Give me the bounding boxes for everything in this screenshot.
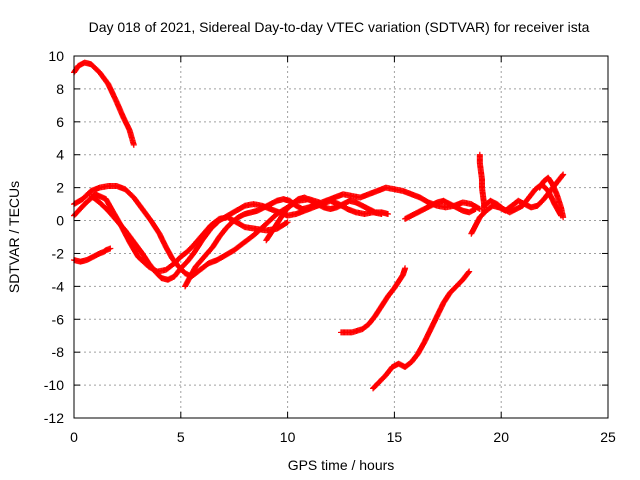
x-tick-label: 25: [600, 429, 616, 445]
x-tick-label: 5: [177, 429, 185, 445]
y-tick-label: 2: [56, 180, 64, 196]
y-tick-label: -8: [52, 344, 65, 360]
y-tick-label: -12: [44, 410, 64, 426]
data-point: [560, 171, 567, 178]
data-point: [465, 269, 472, 276]
y-tick-label: -4: [52, 278, 65, 294]
data-point: [402, 265, 409, 272]
series-arc-14: [536, 174, 567, 221]
x-tick-label: 10: [280, 429, 296, 445]
series-arc-6: [182, 184, 483, 290]
y-tick-label: 6: [56, 114, 64, 130]
series-arc-7: [263, 194, 391, 244]
x-tick-label: 15: [387, 429, 403, 445]
y-tick-label: 10: [48, 48, 64, 64]
data-point: [107, 245, 114, 252]
y-tick-label: 8: [56, 81, 64, 97]
plot-frame: [73, 55, 609, 419]
data-point: [466, 268, 473, 275]
y-tick-label: -10: [44, 377, 64, 393]
series-arc-9: [370, 268, 473, 392]
x-axis-label: GPS time / hours: [288, 457, 395, 473]
data-point: [384, 210, 391, 217]
y-axis-label: SDTVAR / TECUs: [6, 181, 22, 293]
x-tick-label: 0: [70, 429, 78, 445]
y-tick-label: -2: [52, 245, 65, 261]
series-arc-10: [402, 197, 479, 222]
data-point: [472, 206, 479, 213]
data-point: [130, 141, 137, 148]
data-point: [284, 219, 291, 226]
chart-title: Day 018 of 2021, Sidereal Day-to-day VTE…: [89, 19, 590, 35]
y-tick-label: 4: [56, 147, 64, 163]
data-point: [559, 172, 566, 179]
data-point: [560, 214, 567, 221]
data-point: [283, 219, 290, 226]
grid: [74, 56, 608, 418]
series-arc-8: [338, 265, 409, 336]
axis-ticks: 0 5 10 15 20 25 -12 -10 -8 -6 -4 -2 0 2 4 6 8 10: [44, 48, 616, 445]
y-tick-label: 0: [56, 213, 64, 229]
series-arc-2: [71, 245, 114, 265]
data-points: [71, 59, 567, 392]
x-tick-label: 20: [493, 429, 509, 445]
series-arc-1: [71, 59, 137, 148]
data-point: [475, 205, 482, 212]
y-tick-label: -6: [52, 311, 65, 327]
